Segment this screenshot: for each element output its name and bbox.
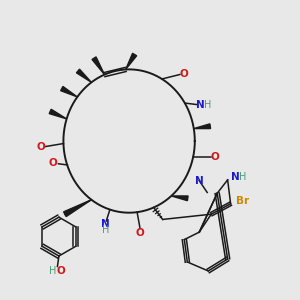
Polygon shape — [61, 86, 77, 97]
Text: N: N — [196, 100, 205, 110]
Text: O: O — [37, 142, 46, 152]
Text: O: O — [179, 70, 188, 80]
Polygon shape — [171, 196, 188, 201]
Text: O: O — [56, 266, 65, 276]
Text: Br: Br — [236, 196, 249, 206]
Text: O: O — [49, 158, 57, 168]
Polygon shape — [49, 109, 67, 119]
Text: H: H — [49, 266, 56, 276]
Text: H: H — [102, 225, 109, 235]
Text: N: N — [231, 172, 239, 182]
Text: N: N — [195, 176, 203, 185]
Text: O: O — [211, 152, 219, 162]
Polygon shape — [64, 200, 92, 217]
Text: O: O — [136, 228, 145, 238]
Polygon shape — [194, 124, 211, 129]
Polygon shape — [126, 53, 137, 70]
Polygon shape — [92, 57, 104, 75]
Text: H: H — [239, 172, 246, 182]
Text: N: N — [101, 219, 110, 229]
Polygon shape — [76, 69, 92, 82]
Text: H: H — [203, 100, 211, 110]
